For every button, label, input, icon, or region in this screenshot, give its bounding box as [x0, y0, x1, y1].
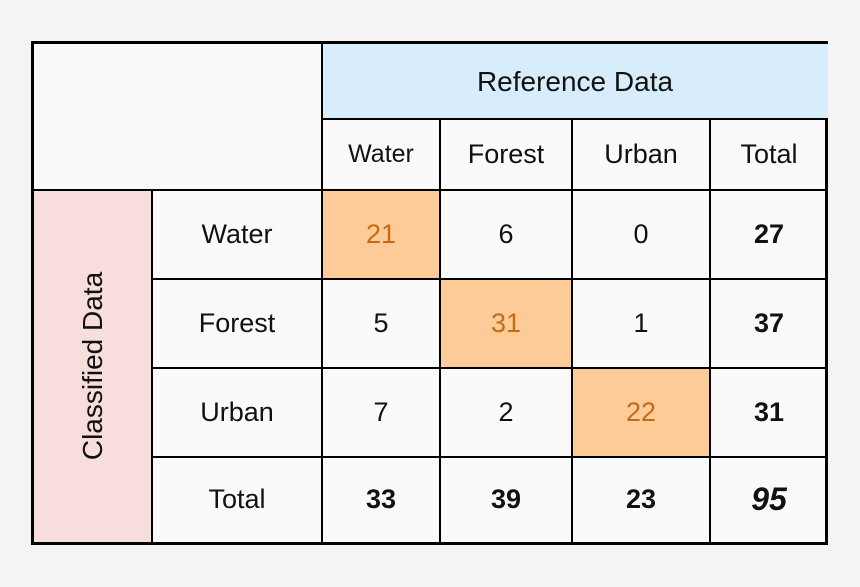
- classified-data-header: Classified Data: [34, 190, 152, 542]
- cell-forest-total: 37: [753, 308, 785, 338]
- grid-line-v4: [571, 119, 573, 542]
- cell-forest-forest: 31: [440, 279, 572, 368]
- cell-water-forest: 6: [498, 219, 514, 249]
- cell-forest-urban: 1: [633, 308, 649, 338]
- column-header-urban: Urban: [604, 139, 678, 169]
- cell-urban-total: 31: [753, 397, 785, 427]
- confusion-matrix: Reference Data Water Forest Urban Total …: [31, 41, 828, 545]
- grid-line-h2: [34, 189, 828, 191]
- cell-urban-forest: 2: [498, 397, 514, 427]
- column-header-forest: Forest: [467, 139, 545, 169]
- grid-line-v3: [439, 119, 441, 542]
- reference-data-label: Reference Data: [476, 65, 674, 97]
- grid-line-h4: [152, 367, 828, 369]
- cell-urban-urban: 22: [572, 368, 710, 457]
- reference-data-header: Reference Data: [322, 44, 828, 119]
- grid-line-h5: [152, 456, 828, 458]
- cell-water-water: 21: [322, 190, 440, 279]
- row-label-urban: Urban: [200, 397, 274, 427]
- cell-water-total: 27: [753, 219, 785, 249]
- column-header-total: Total: [740, 139, 798, 169]
- cell-total-forest: 39: [490, 484, 522, 514]
- cell-total-water: 33: [365, 484, 397, 514]
- cell-total-urban: 23: [625, 484, 657, 514]
- classified-data-label: Classified Data: [77, 271, 108, 461]
- cell-water-urban: 0: [633, 219, 649, 249]
- grid-line-h1: [322, 118, 828, 120]
- row-label-water: Water: [201, 219, 273, 249]
- row-label-total: Total: [208, 484, 266, 514]
- cell-forest-water: 5: [373, 308, 389, 338]
- grid-line-v2: [321, 44, 323, 542]
- grid-line-h3: [152, 278, 828, 280]
- cell-grand-total: 95: [751, 481, 787, 517]
- column-header-water: Water: [348, 140, 414, 168]
- grid-line-v5: [709, 119, 711, 542]
- row-label-forest: Forest: [198, 308, 276, 338]
- corner-cell: [34, 44, 322, 190]
- cell-urban-water: 7: [373, 397, 389, 427]
- grid-line-v1: [151, 190, 153, 542]
